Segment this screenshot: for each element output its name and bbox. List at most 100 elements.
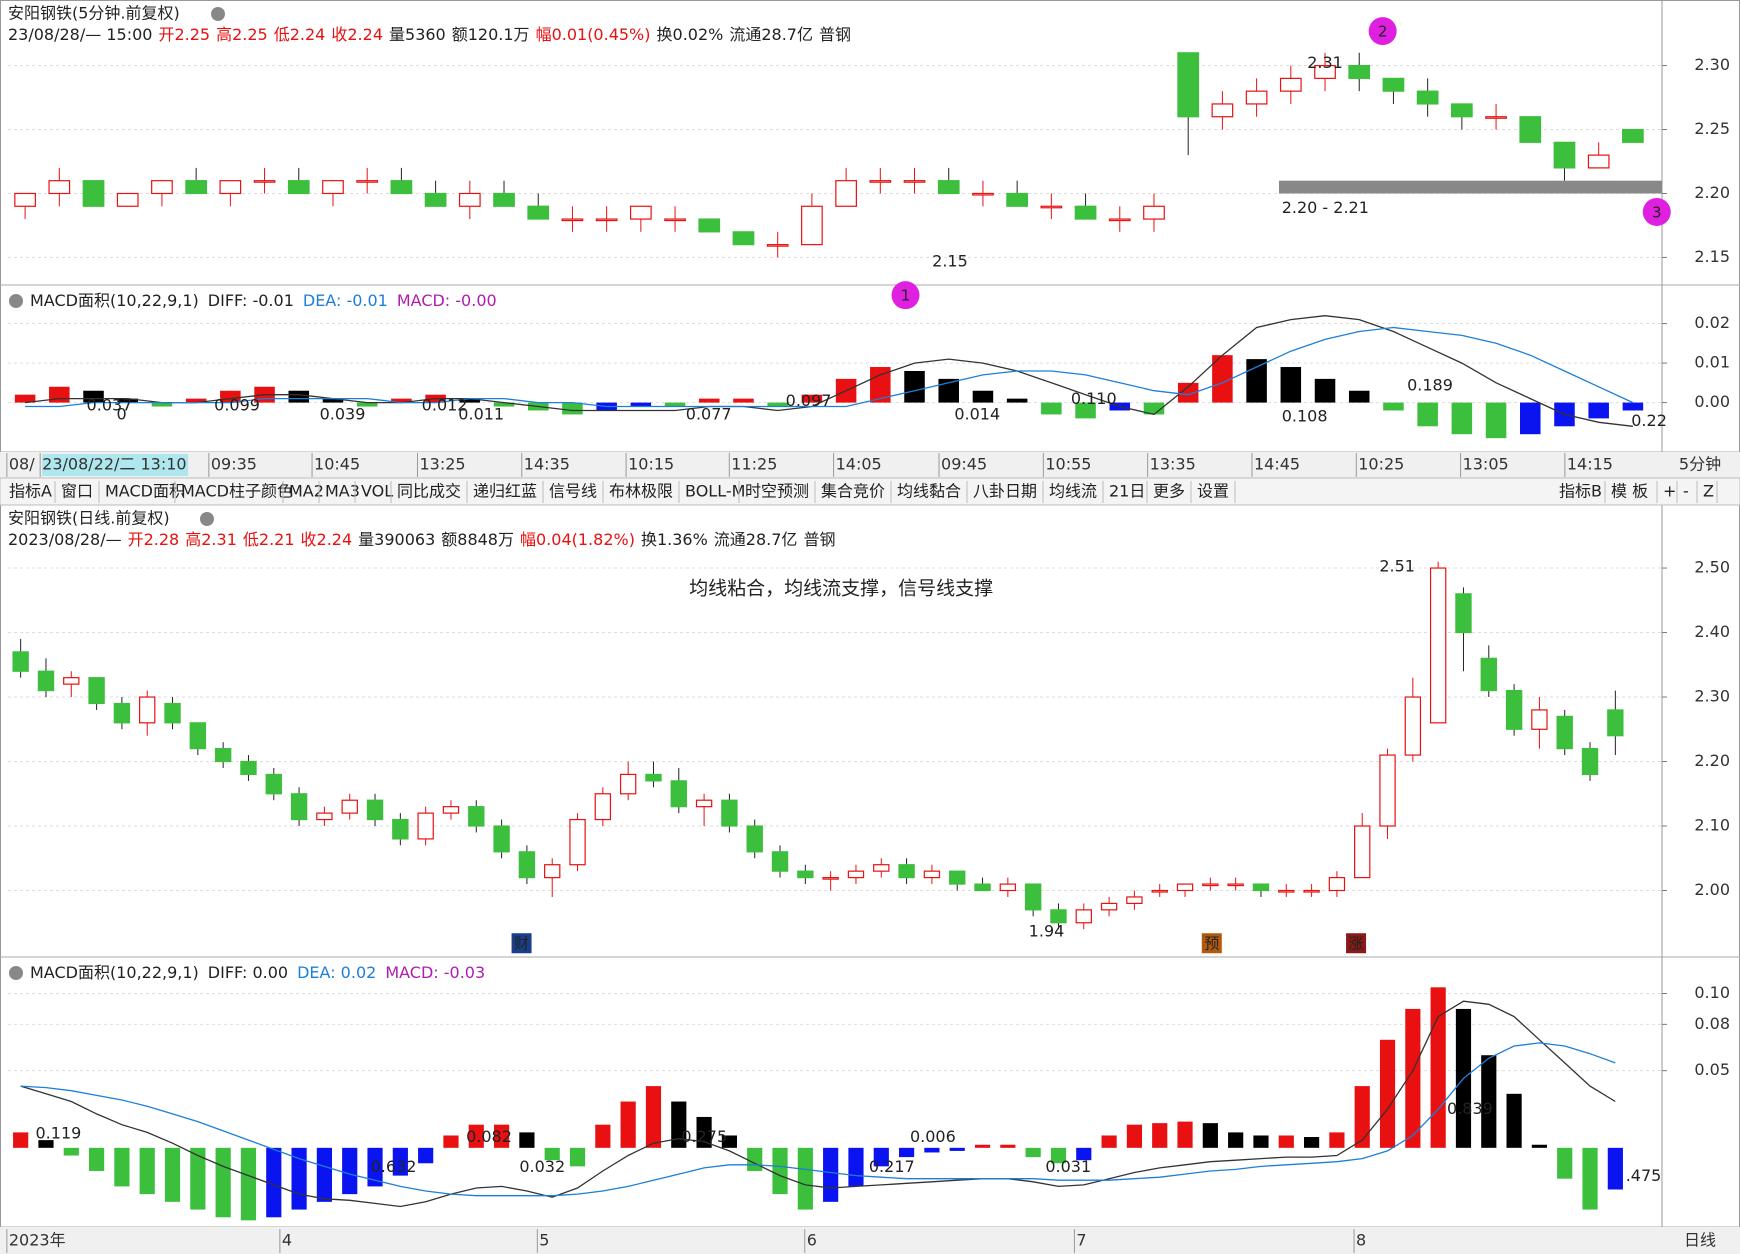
candle-body <box>1177 52 1200 118</box>
toolbar-item[interactable]: 模 板 <box>1611 482 1648 501</box>
toolbar-item[interactable]: 均线黏合 <box>897 482 961 501</box>
marker-label: 3 <box>1652 203 1662 221</box>
x-tick-label: 13:35 <box>1150 455 1196 474</box>
toolbar-item[interactable]: 指标B <box>1559 482 1602 501</box>
toolbar-item[interactable]: 布林极限 <box>609 482 673 501</box>
candle-body <box>1227 883 1244 887</box>
header-item: 2023/08/28/— <box>8 530 122 549</box>
marker-label: 预 <box>1204 935 1219 953</box>
toolbar-item[interactable]: 窗口 <box>61 482 93 501</box>
candle-body <box>366 799 384 821</box>
annotation: 2.51 <box>1379 557 1415 576</box>
x-tick-label: 8 <box>1356 1231 1366 1250</box>
macd-bar <box>949 1147 965 1151</box>
macd-bar <box>114 1147 130 1187</box>
macd-bar <box>1520 402 1541 435</box>
toolbar-item[interactable]: 更多 <box>1153 482 1185 501</box>
x-tick-label: 09:35 <box>211 455 257 474</box>
candle-body <box>937 180 960 195</box>
toolbar-item[interactable]: 时空预测 <box>745 482 809 501</box>
x-tick-label: 09:45 <box>941 455 987 474</box>
toolbar-item[interactable]: 均线流 <box>1049 482 1097 501</box>
macd-bar <box>696 1116 712 1148</box>
toolbar-item[interactable]: 递归红蓝 <box>473 482 537 501</box>
macd-label: 0.082 <box>466 1127 512 1146</box>
candle-body <box>37 670 55 692</box>
macd-bar <box>938 378 959 403</box>
toolbar-item[interactable]: 八卦日期 <box>973 482 1037 501</box>
candle-body <box>1040 205 1063 209</box>
candle-body <box>569 818 586 866</box>
toolbar-item[interactable]: Z <box>1703 482 1714 501</box>
candle-body <box>1252 883 1270 892</box>
macd-bar <box>772 1147 788 1195</box>
x-tick-label: 4 <box>282 1231 292 1250</box>
macd-bar <box>899 1147 915 1158</box>
macd-bar <box>14 394 36 403</box>
toolbar-item[interactable]: 信号线 <box>549 482 597 501</box>
support-band <box>1279 180 1662 194</box>
x-tick-label: 14:15 <box>1567 455 1613 474</box>
candle-body <box>1379 754 1396 827</box>
macd-bar <box>418 1147 434 1164</box>
macd-bar <box>1076 1147 1092 1161</box>
toolbar-item[interactable]: MACD柱子颜色 <box>181 482 293 501</box>
candle-body <box>873 864 890 872</box>
y-tick-label: 2.15 <box>1694 247 1730 266</box>
toolbar-item[interactable]: MA3 <box>325 482 360 501</box>
candle-body <box>392 818 409 840</box>
macd-bar <box>1622 402 1644 411</box>
marker-box <box>1201 933 1222 954</box>
indicator-item: MACD: -0.00 <box>397 291 497 310</box>
x-tick-label: 5 <box>539 1231 549 1250</box>
candle-body <box>493 825 510 853</box>
dropdown-icon <box>9 294 23 308</box>
toolbar-item[interactable]: 集合竞价 <box>821 482 885 501</box>
macd-bar <box>848 1147 864 1187</box>
toolbar-item[interactable]: - <box>1683 482 1689 501</box>
toolbar-item[interactable]: MA2 <box>289 482 324 501</box>
x-tick-label: 7 <box>1076 1231 1086 1250</box>
candle-body <box>82 180 105 207</box>
candle-body <box>1485 116 1507 119</box>
macd-label: 0.189 <box>1407 376 1453 395</box>
header-item: 普钢 <box>803 530 835 549</box>
candle-body <box>698 218 721 233</box>
macd-bar <box>630 402 652 407</box>
macd-label: 0.097 <box>786 391 832 410</box>
candle-body <box>847 870 865 879</box>
toolbar-item[interactable]: MACD面积 <box>105 482 185 501</box>
candle-body <box>1480 657 1497 692</box>
macd-bar <box>595 1124 611 1148</box>
macd-bar <box>1557 1147 1573 1179</box>
toolbar-item[interactable]: BOLL-M <box>685 482 745 501</box>
annotation: 2.15 <box>932 251 968 270</box>
macd-label: 0.031 <box>1045 1157 1091 1176</box>
candle-body <box>1416 90 1439 105</box>
x-tick-label: 13:05 <box>1463 455 1509 474</box>
toolbar-item[interactable]: 同比成交 <box>397 482 461 501</box>
toolbar-item[interactable]: + <box>1663 482 1676 501</box>
toolbar-item[interactable]: 21日 <box>1109 482 1145 501</box>
macd-bar <box>1314 378 1336 403</box>
candle-body <box>219 180 242 195</box>
candle-body <box>189 722 207 750</box>
macd-label: 0.006 <box>910 1127 956 1146</box>
macd-bar <box>733 398 754 403</box>
candle-body <box>1211 103 1234 118</box>
toolbar-item[interactable]: 设置 <box>1197 482 1229 501</box>
annotation: 均线粘合，均线流支撑，信号线支撑 <box>689 578 993 600</box>
candle-body <box>594 793 612 821</box>
macd-label: 0.037 <box>87 396 133 415</box>
candle-body <box>766 244 789 247</box>
date-axis-bg <box>0 1227 1740 1254</box>
macd-label: 0.011 <box>458 405 504 424</box>
macd-bar <box>139 1147 155 1195</box>
macd-bar <box>1417 402 1438 427</box>
candle-body <box>493 192 515 207</box>
macd-bar <box>1481 1055 1497 1148</box>
toolbar-item[interactable]: 指标A <box>9 482 52 501</box>
candle-body <box>265 773 282 795</box>
candle-body <box>1519 116 1542 143</box>
toolbar-item[interactable]: VOL <box>361 482 393 501</box>
